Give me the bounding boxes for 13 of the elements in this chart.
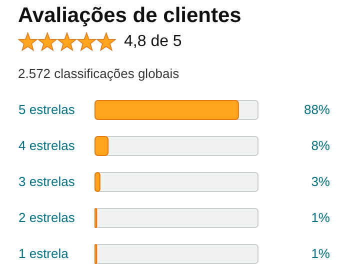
y-tick-label: 3 estrelas [18,174,76,189]
text: 4,8 de 5 [124,33,182,51]
data-label: 88% [304,102,330,117]
data-label: 1% [311,210,330,225]
y-tick-label: 5 estrelas [18,102,76,117]
y-tick-label: 4 estrelas [18,138,76,153]
data-label: 8% [311,138,330,153]
text: 2.572 classificações globais [18,66,180,81]
y-tick-label: 2 estrelas [18,210,76,225]
data-label: 1% [311,246,330,261]
data-label: 3% [311,174,330,189]
chart-title: Avaliações de clientes [18,4,242,28]
y-tick-label: 1 estrela [18,246,70,261]
